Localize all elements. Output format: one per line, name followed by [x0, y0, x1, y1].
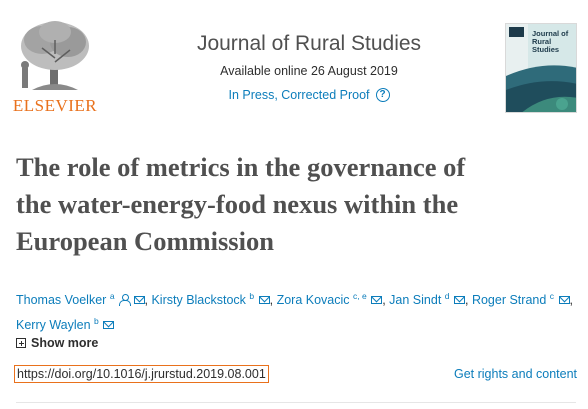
author-name: Zora Kovacic [276, 293, 350, 308]
article-title: The role of metrics in the governance of… [16, 149, 576, 260]
author-name: Kirsty Blackstock [151, 293, 246, 308]
affiliation-sup: b [249, 291, 255, 301]
availability-date: Available online 26 August 2019 [220, 64, 398, 78]
author-name: Thomas Voelker [16, 293, 107, 308]
author-blackstock[interactable]: Kirsty Blackstock b [151, 291, 270, 308]
author-list: Thomas Voelker a , Kirsty Blackstock b ,… [16, 291, 574, 333]
elsevier-logo[interactable]: ELSEVIER [12, 18, 98, 115]
affiliation-sup: a [109, 291, 115, 301]
mail-icon[interactable] [371, 296, 383, 305]
author-name: Jan Sindt [389, 293, 442, 308]
person-icon [119, 294, 132, 307]
mail-icon[interactable] [258, 296, 270, 305]
status-label: In Press, Corrected Proof [228, 88, 370, 102]
title-line-2: the water-energy-food nexus within the [16, 189, 459, 219]
mail-icon[interactable] [454, 296, 465, 305]
author-voelker[interactable]: Thomas Voelker a [16, 291, 145, 308]
doi-link[interactable]: https://doi.org/10.1016/j.jrurstud.2019.… [14, 365, 269, 383]
mail-icon[interactable] [103, 321, 115, 330]
title-line-1: The role of metrics in the governance of [16, 152, 466, 182]
journal-title-link[interactable]: Journal of Rural Studies [196, 32, 422, 55]
affiliation-sup: c [549, 291, 555, 301]
show-more-label: Show more [31, 336, 99, 350]
author-name: Roger Strand [471, 293, 547, 308]
affiliation-sup: c, e [353, 291, 367, 301]
affiliation-sup: b [94, 316, 99, 327]
help-icon[interactable]: ? [375, 88, 390, 102]
article-status[interactable]: In Press, Corrected Proof ? [228, 88, 390, 102]
author-waylen[interactable]: Kerry Waylen b [16, 316, 115, 333]
cover-journal-title: Journal of Rural Studies [532, 29, 569, 54]
elsevier-tree-logo [21, 21, 89, 90]
author-name: Kerry Waylen [16, 318, 91, 333]
article-header: ELSEVIER Journal of Rural Studies Availa… [0, 0, 588, 128]
journal-cover[interactable]: Journal of Rural Studies [505, 23, 577, 113]
plus-icon [16, 338, 26, 348]
mail-icon[interactable] [133, 296, 145, 305]
publisher-name: ELSEVIER [12, 96, 98, 115]
cover-image [506, 24, 576, 112]
author-strand[interactable]: Roger Strand c [471, 291, 570, 308]
mail-icon[interactable] [558, 296, 570, 305]
affiliation-sup: d [444, 291, 450, 301]
divider [16, 402, 576, 403]
rights-link[interactable]: Get rights and content [454, 367, 577, 381]
title-line-3: European Commission [16, 226, 274, 256]
author-sindt[interactable]: Jan Sindt d [389, 291, 465, 308]
journal-info: Journal of Rural Studies Available onlin… [150, 32, 468, 104]
show-more-button[interactable]: Show more [16, 336, 98, 350]
author-kovacic[interactable]: Zora Kovacic c, e [276, 291, 383, 308]
